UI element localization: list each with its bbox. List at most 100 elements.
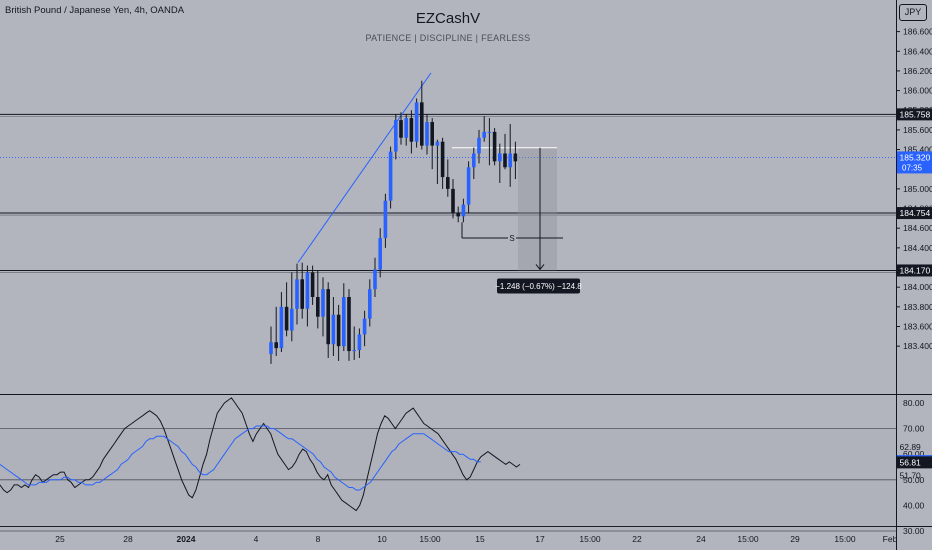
candle[interactable] [466, 161, 471, 213]
candle[interactable] [357, 328, 362, 358]
candle-body [295, 279, 299, 309]
candle[interactable] [461, 198, 466, 223]
candle[interactable] [378, 228, 382, 278]
time-axis[interactable]: 25 28 2024 4 8 10 15:00 15 17 15:00 22 24 15:00 29 15:… [55, 534, 897, 544]
candle[interactable] [492, 127, 497, 166]
price-axis[interactable]: 186.600186.400186.200186.000185.800185.6… [896, 27, 932, 352]
candle-body [352, 350, 356, 352]
rsi-value-label: 51.70 [900, 470, 922, 480]
candle[interactable] [399, 112, 403, 145]
candle-body [456, 212, 460, 217]
candle[interactable] [498, 143, 502, 183]
candles[interactable] [269, 80, 518, 364]
price-tick-label: 184.600 [903, 223, 932, 233]
candle-body [498, 153, 502, 162]
candle-body [305, 272, 310, 309]
candle[interactable] [279, 292, 284, 353]
rsi-pane[interactable] [0, 395, 896, 526]
rsi-tick-label: 70.00 [903, 424, 925, 434]
short-result-badge[interactable] [497, 278, 580, 294]
rsi-band-fill [0, 428, 896, 531]
candle[interactable] [456, 206, 460, 223]
candle[interactable] [295, 263, 299, 325]
candle[interactable] [352, 326, 356, 360]
candle[interactable] [290, 272, 294, 342]
price-tick-label: 186.000 [903, 86, 932, 96]
rsi-line[interactable] [0, 397, 521, 512]
candle-body [435, 141, 440, 146]
candle[interactable] [430, 118, 434, 170]
candle[interactable] [477, 129, 481, 164]
symbol-header[interactable]: British Pound / Japanese Yen, 4h, OANDA [5, 5, 185, 16]
candle[interactable] [326, 282, 330, 358]
candle-body [404, 118, 408, 138]
candle[interactable] [513, 141, 518, 180]
candle[interactable] [300, 262, 304, 319]
candle[interactable] [368, 279, 372, 327]
candle[interactable] [284, 282, 289, 337]
price-tick-label: 186.200 [903, 66, 932, 76]
candle[interactable] [310, 265, 315, 305]
candle[interactable] [394, 114, 398, 160]
price-pane[interactable] [0, 0, 896, 394]
candle-body [373, 269, 377, 290]
rsi-tick-label: 40.00 [903, 500, 925, 510]
time-tick-label: Feb [883, 534, 898, 544]
candle[interactable] [404, 114, 408, 146]
price-tick-label: 185.400 [903, 145, 932, 155]
candle[interactable] [362, 310, 367, 347]
candle-body [300, 279, 304, 309]
candle[interactable] [409, 110, 414, 154]
candle-body [342, 297, 346, 347]
candle-body [513, 153, 518, 162]
candle[interactable] [446, 159, 450, 197]
short-target-zone[interactable] [518, 147, 557, 271]
candle[interactable] [414, 98, 419, 148]
candle[interactable] [451, 179, 455, 219]
candle[interactable] [383, 193, 388, 248]
candle[interactable] [274, 306, 278, 356]
time-tick-label: 15:00 [419, 534, 441, 544]
candle[interactable] [316, 270, 320, 329]
rsi-value-tag [897, 456, 932, 469]
candle-body [394, 120, 398, 152]
time-tick-label: 22 [632, 534, 642, 544]
time-tick-label: 8 [316, 534, 321, 544]
rsi-axis[interactable]: 80.00 70.00 60.00 50.00 40.00 30.00 [903, 398, 925, 536]
candle[interactable] [440, 137, 445, 189]
signal-marker: S [509, 234, 514, 243]
bar-countdown: 07:35 [902, 163, 923, 172]
candle[interactable] [305, 265, 310, 327]
candle-body [440, 141, 445, 178]
candle[interactable] [373, 257, 377, 298]
candle[interactable] [482, 116, 486, 142]
candle[interactable] [336, 304, 341, 361]
candle[interactable] [342, 283, 346, 352]
candle[interactable] [435, 139, 440, 184]
candle[interactable] [472, 147, 476, 180]
candle-body [321, 289, 325, 317]
rsi-tick-label: 30.00 [903, 526, 925, 536]
rsi-ma-line[interactable] [0, 425, 481, 491]
currency-button[interactable]: JPY [899, 4, 927, 21]
time-tick-label: 17 [535, 534, 545, 544]
time-tick-label: 15:00 [737, 534, 759, 544]
candle[interactable] [388, 146, 393, 209]
candle[interactable] [420, 80, 424, 150]
candle[interactable] [503, 133, 507, 170]
candle-body [425, 122, 429, 146]
candle[interactable] [487, 118, 492, 166]
candle[interactable] [347, 289, 351, 361]
candle[interactable] [508, 124, 512, 187]
short-arrow-head [535, 264, 545, 271]
candle[interactable] [321, 277, 325, 337]
candle[interactable] [425, 114, 429, 155]
trendline[interactable] [297, 72, 432, 263]
candle-body [430, 122, 434, 146]
candle[interactable] [331, 297, 336, 356]
candle-body [336, 314, 341, 347]
candle-body [503, 153, 507, 168]
signal-marker-bg [508, 233, 516, 244]
candle[interactable] [269, 326, 273, 364]
